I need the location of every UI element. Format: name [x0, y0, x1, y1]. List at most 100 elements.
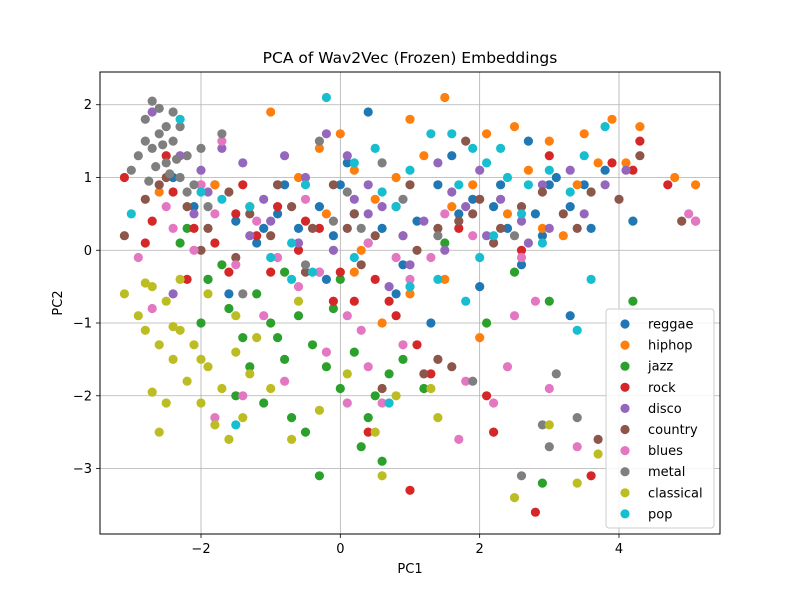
series-blues — [133, 136, 701, 452]
point-country — [377, 383, 387, 394]
legend-marker-pop — [620, 509, 630, 519]
point-hiphop — [154, 187, 164, 197]
point-classical — [119, 289, 129, 299]
point-rock — [314, 223, 324, 233]
point-hiphop — [314, 143, 324, 153]
series-jazz — [175, 223, 638, 488]
point-hiphop — [691, 180, 701, 190]
point-disco — [516, 216, 527, 226]
point-blues — [238, 391, 248, 401]
point-hiphop — [537, 223, 548, 233]
point-blues — [454, 434, 464, 444]
point-classical — [231, 347, 241, 357]
point-country — [447, 362, 457, 372]
legend-label-pop: pop — [648, 507, 672, 522]
point-hiphop — [349, 165, 359, 175]
legend-label-hiphop: hiphop — [648, 339, 693, 354]
x-tick-label: 2 — [476, 542, 484, 557]
point-country — [370, 231, 380, 241]
y-tick-label: 1 — [84, 171, 92, 186]
point-disco — [377, 202, 387, 212]
point-reggae — [544, 180, 554, 190]
point-country — [196, 245, 206, 255]
point-blues — [147, 303, 157, 314]
point-jazz — [419, 383, 429, 394]
point-reggae — [496, 180, 506, 190]
point-jazz — [335, 274, 345, 284]
point-disco — [328, 245, 338, 255]
point-rock — [516, 245, 527, 255]
point-jazz — [231, 391, 241, 401]
point-pop — [475, 252, 485, 263]
point-jazz — [356, 442, 366, 452]
point-jazz — [238, 333, 248, 343]
point-hiphop — [349, 267, 359, 277]
point-blues — [210, 209, 220, 219]
point-classical — [168, 354, 178, 364]
point-rock — [328, 296, 338, 306]
point-blues — [391, 252, 401, 263]
point-jazz — [370, 391, 380, 401]
point-pop — [126, 209, 136, 219]
point-pop — [321, 92, 331, 103]
point-jazz — [377, 456, 387, 466]
point-jazz — [398, 354, 408, 364]
point-classical — [182, 376, 192, 386]
legend-label-jazz: jazz — [647, 360, 673, 375]
point-blues — [300, 194, 311, 204]
point-disco — [259, 194, 269, 204]
point-blues — [572, 442, 582, 452]
point-disco — [147, 107, 157, 117]
point-classical — [245, 369, 255, 379]
point-reggae — [433, 180, 443, 190]
point-disco — [600, 180, 610, 190]
point-reggae — [454, 209, 464, 219]
point-jazz — [196, 318, 206, 328]
point-reggae — [412, 216, 422, 226]
point-country — [489, 238, 499, 248]
point-disco — [363, 180, 373, 190]
point-reggae — [628, 216, 638, 226]
point-blues — [530, 296, 541, 306]
point-classical — [231, 311, 241, 321]
point-metal — [342, 187, 352, 197]
point-country — [454, 216, 464, 226]
point-pop — [544, 165, 554, 175]
point-hiphop — [266, 107, 276, 117]
point-jazz — [280, 354, 290, 364]
point-reggae — [342, 158, 352, 168]
point-pop — [600, 122, 610, 132]
point-rock — [168, 187, 178, 197]
point-country — [300, 267, 311, 277]
legend-label-disco: disco — [648, 402, 682, 417]
point-jazz — [321, 362, 331, 372]
point-blues — [363, 238, 373, 248]
point-classical — [293, 296, 304, 306]
point-rock — [663, 180, 673, 190]
point-country — [224, 187, 234, 197]
point-pop — [287, 274, 297, 284]
point-blues — [231, 260, 241, 270]
point-pop — [287, 238, 297, 248]
point-pop — [572, 325, 582, 335]
point-blues — [161, 202, 171, 212]
point-metal — [161, 122, 171, 132]
legend-label-classical: classical — [648, 486, 703, 501]
point-disco — [398, 231, 408, 241]
point-classical — [287, 434, 297, 444]
point-country — [356, 260, 366, 270]
legend-label-blues: blues — [648, 444, 683, 459]
point-pop — [196, 187, 206, 197]
point-disco — [321, 129, 331, 139]
point-metal — [140, 136, 150, 146]
point-pop — [468, 143, 478, 153]
legend-box — [605, 308, 715, 529]
point-classical — [140, 325, 150, 335]
point-reggae — [363, 107, 373, 117]
point-metal — [133, 151, 143, 161]
point-blues — [684, 209, 694, 219]
point-rock — [628, 165, 638, 175]
point-reggae — [335, 180, 345, 190]
legend-marker-metal — [620, 467, 630, 477]
point-country — [614, 194, 624, 204]
